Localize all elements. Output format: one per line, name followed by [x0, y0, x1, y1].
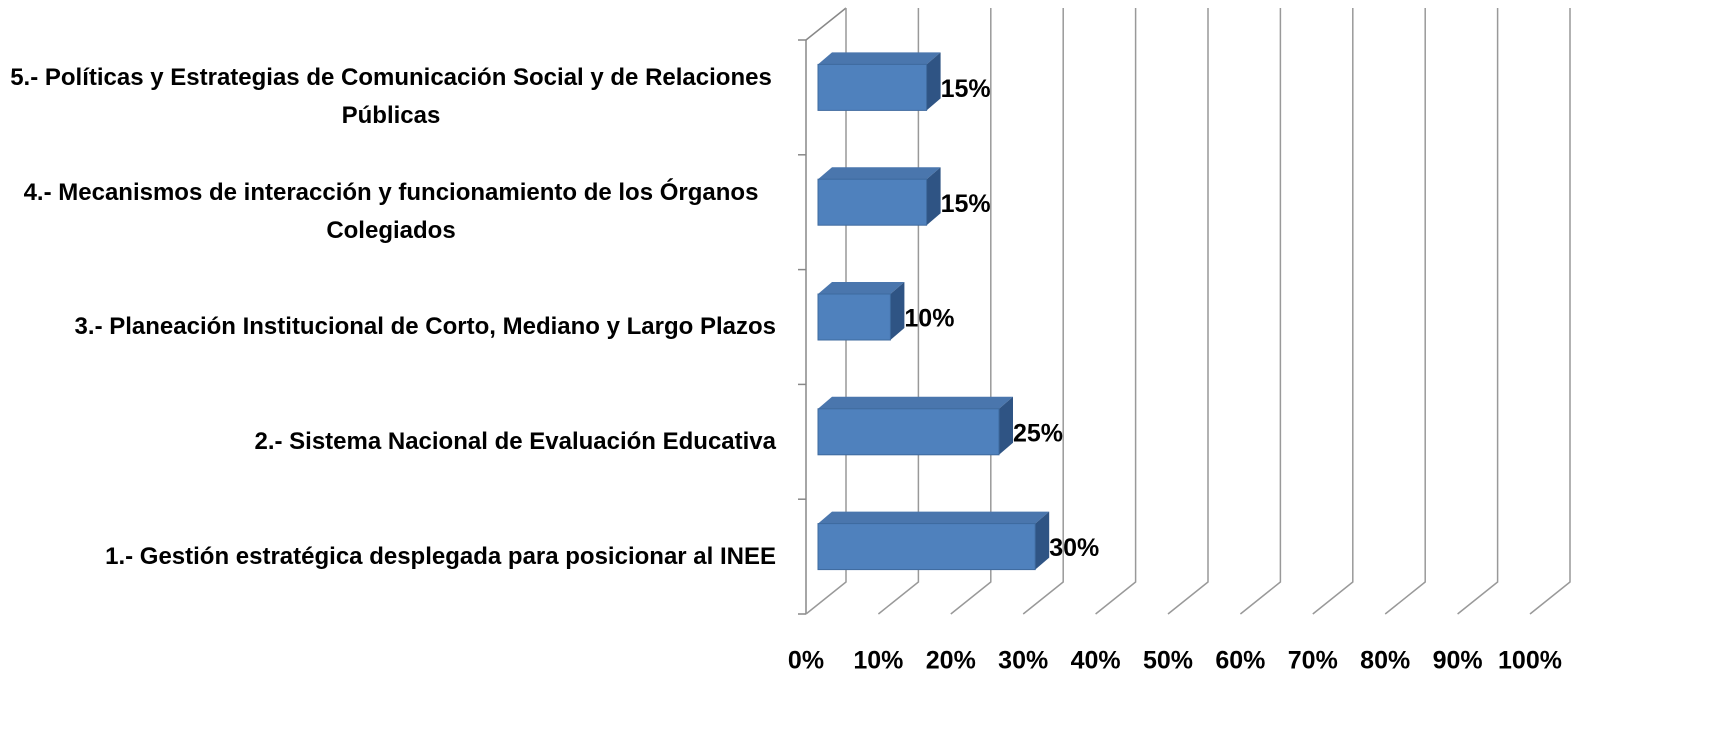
category-label-box: 4.- Mecanismos de interacción y funciona… [0, 174, 776, 250]
grid-line [1022, 8, 1064, 615]
bar-side [890, 282, 905, 340]
x-tick-label: 30% [998, 647, 1048, 675]
x-tick-label: 50% [1143, 647, 1193, 675]
x-tick-label: 40% [1071, 647, 1121, 675]
grid-line [1312, 8, 1354, 615]
data-label: 15% [941, 190, 991, 218]
y-tick-label: 2.- Sistema Nacional de Evaluación Educa… [254, 427, 776, 455]
grid-line [950, 8, 992, 615]
bar-side [1035, 511, 1050, 570]
bar-top [818, 511, 1050, 524]
x-tick-label: 90% [1433, 647, 1483, 675]
x-tick-label: 70% [1288, 647, 1338, 675]
bar [817, 178, 928, 226]
bar [817, 408, 1000, 456]
category-label-box: 3.- Planeación Institucional de Corto, M… [0, 308, 776, 346]
bar-side [926, 167, 941, 226]
bar-top [818, 282, 905, 294]
data-label: 25% [1013, 419, 1063, 447]
x-tick-label: 100% [1498, 647, 1562, 675]
data-label: 15% [941, 75, 991, 103]
y-tick-label: 5.- Políticas y Estrategias de Comunicac… [10, 64, 772, 130]
category-label-box: 2.- Sistema Nacional de Evaluación Educa… [0, 423, 776, 461]
bar-side [999, 396, 1013, 455]
grid-line [1167, 8, 1209, 615]
bar-top [818, 396, 1013, 409]
bar [817, 523, 1036, 571]
data-label: 30% [1049, 534, 1099, 562]
grid-line [1239, 8, 1282, 615]
grid-line [1384, 8, 1426, 615]
grid-line [1529, 8, 1571, 615]
grid-line [1457, 8, 1499, 615]
bar-top [818, 52, 941, 65]
x-tick-label: 60% [1215, 647, 1265, 675]
category-label-box: 1.- Gestión estratégica desplegada para … [0, 538, 776, 576]
bar-side [926, 52, 941, 111]
x-tick-label: 80% [1360, 647, 1410, 675]
y-tick-label: 4.- Mecanismos de interacción y funciona… [23, 179, 759, 245]
x-tick-label: 10% [853, 647, 903, 675]
x-tick-label: 0% [788, 647, 824, 675]
data-label: 10% [904, 305, 954, 333]
axis-line [805, 7, 847, 41]
bar [817, 63, 928, 111]
x-tick-label: 20% [926, 647, 976, 675]
bar-top [818, 167, 941, 180]
y-tick-label: 3.- Planeación Institucional de Corto, M… [74, 313, 776, 340]
grid-line [1095, 8, 1137, 615]
y-tick-label: 1.- Gestión estratégica desplegada para … [105, 542, 776, 570]
category-label-box: 5.- Políticas y Estrategias de Comunicac… [0, 59, 776, 135]
bar [817, 293, 891, 341]
